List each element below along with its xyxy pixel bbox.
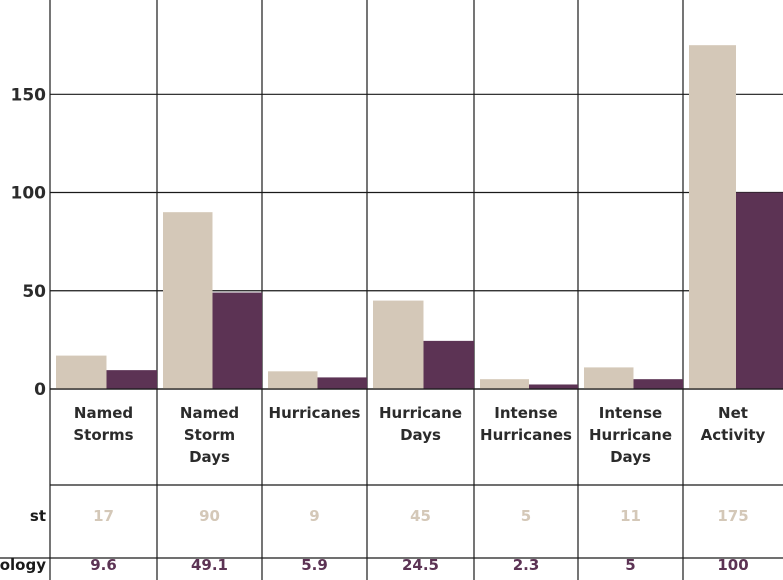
table-value: 24.5 bbox=[402, 556, 439, 574]
table-value: 5 bbox=[521, 507, 531, 525]
category-label: Days bbox=[400, 426, 441, 444]
table-value: 17 bbox=[93, 507, 114, 525]
table-value: 11 bbox=[620, 507, 641, 525]
bar-forecast bbox=[56, 355, 107, 389]
y-tick-label: 150 bbox=[11, 85, 47, 105]
category-label: Hurricane bbox=[589, 426, 672, 444]
category-label: Hurricane bbox=[379, 404, 462, 422]
bar-forecast bbox=[480, 379, 529, 389]
bar-forecast bbox=[689, 45, 736, 390]
bar-forecast bbox=[163, 212, 213, 389]
y-tick-label: 100 bbox=[11, 184, 47, 204]
bar-climatology bbox=[423, 340, 474, 389]
category-label: Activity bbox=[701, 426, 766, 444]
category-label: Hurricanes bbox=[269, 404, 361, 422]
table-value: 45 bbox=[410, 507, 431, 525]
bar-forecast bbox=[268, 371, 318, 389]
table-row-label: ology bbox=[0, 556, 46, 574]
category-label: Days bbox=[189, 448, 230, 466]
bar-climatology bbox=[212, 292, 262, 389]
table-value: 5.9 bbox=[301, 556, 328, 574]
table-value: 100 bbox=[717, 556, 748, 574]
bar-forecast bbox=[373, 300, 424, 389]
category-label: Intense bbox=[599, 404, 662, 422]
category-label: Named bbox=[180, 404, 239, 422]
category-label: Net bbox=[718, 404, 748, 422]
labels: 0 50 100 150 Named Storms Named Storm Days Hurric… bbox=[0, 85, 783, 574]
category-label: Storms bbox=[73, 426, 133, 444]
table-value: 90 bbox=[199, 507, 220, 525]
y-tick-label: 0 bbox=[34, 380, 46, 400]
bar-climatology bbox=[529, 384, 578, 389]
y-tick-label: 50 bbox=[22, 282, 46, 302]
bar-climatology bbox=[317, 377, 367, 389]
table-value: 49.1 bbox=[191, 556, 228, 574]
bar-climatology bbox=[106, 370, 157, 389]
table-value: 9.6 bbox=[90, 556, 117, 574]
table-value: 175 bbox=[717, 507, 748, 525]
bar-climatology bbox=[736, 192, 783, 389]
bar-climatology bbox=[633, 379, 683, 389]
category-label: Hurricanes bbox=[480, 426, 572, 444]
category-label: Named bbox=[74, 404, 133, 422]
table-value: 5 bbox=[625, 556, 635, 574]
table-value: 2.3 bbox=[513, 556, 540, 574]
category-label: Days bbox=[610, 448, 651, 466]
table-row-label: st bbox=[30, 507, 46, 525]
bar-forecast bbox=[584, 367, 634, 389]
category-label: Storm bbox=[184, 426, 235, 444]
table-value: 9 bbox=[309, 507, 319, 525]
bars bbox=[56, 45, 783, 390]
category-label: Intense bbox=[494, 404, 557, 422]
